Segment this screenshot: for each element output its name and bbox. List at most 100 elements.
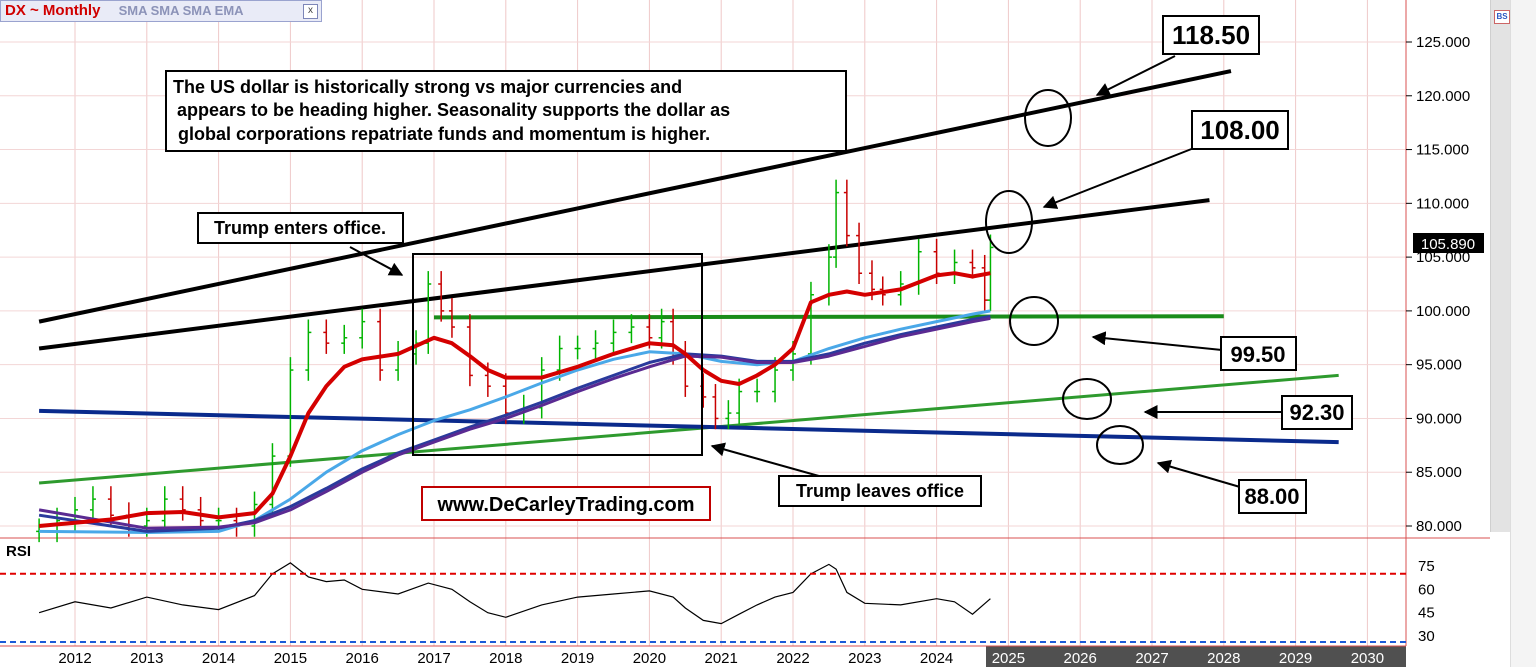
symbol-label: DX ~ Monthly — [5, 2, 101, 19]
rsi-line — [38, 562, 991, 625]
time-tick-label: 2015 — [274, 650, 307, 667]
time-tick-label: 2016 — [346, 650, 379, 667]
time-tick-label: 2022 — [776, 650, 809, 667]
time-tick-label: 2029 — [1279, 650, 1312, 667]
time-tick-label: 2023 — [848, 650, 881, 667]
arrow-108 — [1042, 147, 1195, 209]
indicator-list[interactable]: SMA SMA SMA EMA — [118, 3, 244, 18]
trendline-4 — [38, 373, 1339, 485]
bs-tab[interactable]: BS — [1494, 10, 1510, 24]
last-price-tag: 105.890 — [1413, 233, 1484, 253]
chart-header: DX ~ Monthly SMA SMA SMA EMA x — [0, 0, 322, 22]
trump-leaves-frame — [778, 475, 982, 507]
price-chart: 125.000 120.000 115.000 110.000 105.000 100.0… — [0, 0, 1490, 667]
highlight-box — [412, 253, 703, 456]
time-tick-label: 2014 — [202, 650, 235, 667]
time-tick-label: 2024 — [920, 650, 953, 667]
commentary-line-1: The US dollar is historically strong vs … — [173, 77, 682, 97]
rsi-plot-area — [0, 540, 1406, 646]
arrow-99 — [1091, 331, 1223, 351]
level-99-frame — [1220, 336, 1297, 371]
annotation-arrows — [349, 55, 1283, 488]
trendline-3 — [433, 314, 1224, 320]
level-118-frame — [1162, 15, 1260, 55]
arrow-trump-leaves — [710, 442, 827, 479]
price-tick-label: 100.000 — [1416, 303, 1470, 320]
time-tick-label: 2012 — [58, 650, 91, 667]
commentary-box: The US dollar is historically strong vs … — [165, 70, 847, 152]
price-tick-label: 125.000 — [1416, 34, 1470, 51]
ma-line-2 — [39, 309, 991, 534]
circle-118 — [1024, 89, 1072, 147]
time-tick-label: 2025 — [992, 650, 1025, 667]
rsi-series — [38, 562, 991, 625]
level-labels: 118.50 108.00 99.50 92.30 88.00 — [1162, 15, 1353, 514]
level-92-label: 92.30 — [1289, 400, 1344, 425]
price-tick-label: 120.000 — [1416, 88, 1470, 105]
trendline-1 — [38, 69, 1232, 324]
price-tick-label: 110.000 — [1416, 195, 1469, 212]
circle-88 — [1096, 425, 1144, 465]
price-tick-label: 105.000 — [1416, 249, 1470, 266]
arrow-118 — [1095, 55, 1176, 96]
time-tick-label: 2020 — [633, 650, 666, 667]
time-tick-label: 2017 — [417, 650, 450, 667]
commentary-box-frame — [165, 70, 847, 152]
target-circles — [985, 89, 1144, 465]
time-tick-label: 2030 — [1351, 650, 1384, 667]
time-tick-label: 2026 — [1064, 650, 1097, 667]
rsi-tick-label: 75 — [1418, 558, 1435, 575]
website-frame — [421, 486, 711, 521]
trump-enters-label: Trump enters office. — [214, 218, 386, 238]
website-callout: www.DeCarleyTrading.com — [421, 486, 711, 521]
time-axis-future-band — [986, 646, 1406, 667]
close-icon[interactable]: x — [303, 4, 318, 19]
rsi-tick-label: 60 — [1418, 581, 1435, 598]
price-tick-label: 85.000 — [1416, 464, 1462, 481]
commentary-line-2: appears to be heading higher. Seasonalit… — [177, 100, 730, 120]
arrow-88 — [1156, 459, 1241, 488]
rsi-axis-ticks: 75 60 45 30 — [0, 558, 1435, 645]
price-scrollbar[interactable]: BS — [1490, 0, 1511, 532]
price-tick-label: 80.000 — [1416, 518, 1462, 535]
trump-leaves-label: Trump leaves office — [796, 481, 964, 501]
time-tick-label: 2021 — [705, 650, 738, 667]
trump-enters-frame — [197, 212, 404, 244]
commentary-line-3: global corporations repatriate funds and… — [178, 124, 710, 144]
website-label: www.DeCarleyTrading.com — [436, 494, 694, 516]
time-tick-label: 2018 — [489, 650, 522, 667]
time-axis-ticks: 2012 2013 2014 2015 2016 2017 2018 2019 2020 2021… — [58, 650, 1384, 667]
trendline-2 — [38, 198, 1210, 351]
circle-99 — [1009, 296, 1059, 346]
trendlines — [38, 69, 1339, 485]
time-tick-label: 2028 — [1207, 650, 1240, 667]
circle-108 — [985, 190, 1033, 254]
moving-averages — [38, 271, 991, 534]
trump-enters-callout: Trump enters office. — [197, 212, 404, 244]
trendline-5 — [39, 408, 1339, 445]
level-99-label: 99.50 — [1230, 342, 1285, 367]
level-88-frame — [1238, 479, 1307, 514]
price-tick-label: 90.000 — [1416, 410, 1462, 427]
price-tick-label: 95.000 — [1416, 357, 1462, 374]
last-price-tag-bg — [1413, 233, 1484, 253]
trump-leaves-callout: Trump leaves office — [778, 475, 982, 507]
ma-line-4 — [38, 316, 991, 530]
price-axis-ticks: 125.000 120.000 115.000 110.000 105.000 100.0… — [1406, 34, 1470, 535]
level-92-frame — [1281, 395, 1353, 430]
time-tick-label: 2019 — [561, 650, 594, 667]
level-108-frame — [1191, 110, 1289, 150]
ma-line-3 — [38, 314, 991, 533]
rsi-tick-label: 45 — [1418, 605, 1435, 622]
right-side-panel — [1510, 0, 1536, 667]
time-tick-label: 2027 — [1135, 650, 1168, 667]
last-price-value: 105.890 — [1421, 236, 1475, 253]
time-tick-label: 2013 — [130, 650, 163, 667]
level-108-label: 108.00 — [1200, 115, 1280, 145]
ma-line-1 — [38, 271, 991, 528]
arrow-trump-enters — [349, 246, 404, 276]
circle-92 — [1062, 378, 1112, 420]
price-tick-label: 115.000 — [1416, 142, 1469, 159]
rsi-tick-label: 30 — [1418, 628, 1435, 645]
level-118-label: 118.50 — [1172, 20, 1250, 50]
